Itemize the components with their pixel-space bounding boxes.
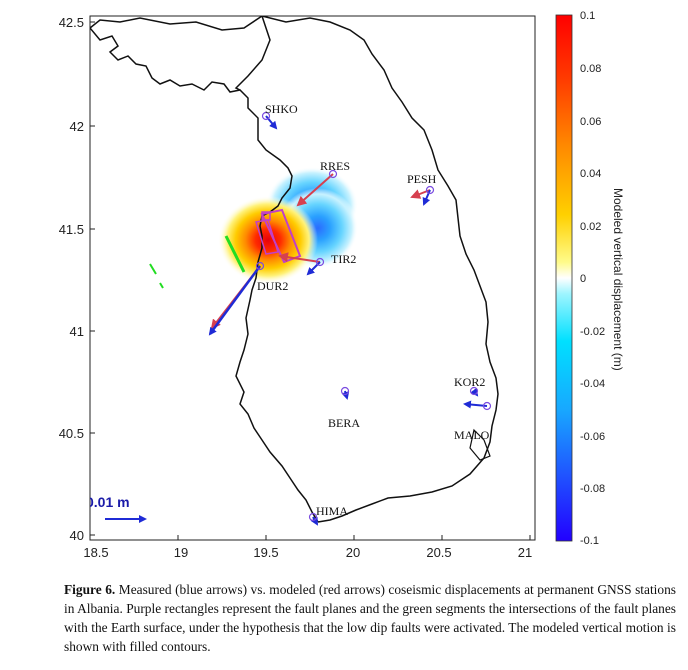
colorbar-tick-1: 0.08 [580, 63, 601, 75]
colorbar-label: Modeled vertical displacement (m) [611, 188, 625, 371]
colorbar-tick-3: 0.04 [580, 168, 601, 180]
colorbar: 0.1 0.08 0.06 0.04 0.02 0 -0.02 -0.04 -0… [555, 10, 625, 547]
caption-label: Figure 6. [64, 582, 116, 597]
station-label-tir2: TIR2 [331, 252, 356, 266]
station-marker-pesh [425, 185, 435, 195]
x-tick-1: 19 [174, 545, 188, 560]
colorbar-tick-4: 0.02 [580, 221, 601, 233]
station-label-bera: BERA [328, 416, 360, 430]
measured-arrow-shko [265, 115, 278, 130]
x-axis: 18.5 19 19.5 20 20.5 21 [83, 535, 532, 560]
colorbar-tick-6: -0.02 [580, 326, 605, 338]
colorbar-tick-5: 0 [580, 273, 586, 285]
x-tick-4: 20.5 [426, 545, 451, 560]
lake-outline [469, 428, 491, 461]
measured-arrow-dur2 [208, 265, 262, 336]
station-marker-bera [340, 386, 350, 396]
colorbar-tick-7: -0.04 [580, 378, 605, 390]
y-tick-4: 40.5 [59, 426, 84, 441]
colorbar-tick-2: 0.06 [580, 116, 601, 128]
x-tick-2: 19.5 [253, 545, 278, 560]
station-label-pesh: PESH [407, 172, 437, 186]
colorbar-gradient [555, 14, 573, 542]
scale-label: 0.01 m [86, 494, 130, 510]
colorbar-tick-9: -0.08 [580, 483, 605, 495]
x-tick-5: 21 [518, 545, 532, 560]
colorbar-tick-8: -0.06 [580, 431, 605, 443]
surface-trace-2 [149, 263, 157, 275]
station-label-hima: HIMA [316, 504, 348, 518]
map-figure: SHKO RRES PESH TIR2 DUR2 KOR2 MALO BERA … [59, 10, 625, 560]
surface-trace-1 [224, 235, 246, 273]
measured-arrow-pesh [422, 189, 431, 206]
colorbar-tick-0: 0.1 [580, 10, 595, 22]
y-axis: 42.5 42 41.5 41 40.5 40 [59, 15, 95, 543]
positive-displacement-lobe [218, 196, 318, 284]
station-marker-malo [482, 401, 492, 411]
measured-arrow-kor2 [470, 387, 479, 397]
y-tick-1: 42 [70, 119, 84, 134]
station-label-shko: SHKO [265, 102, 298, 116]
station-marker-dur2 [255, 261, 265, 271]
station-label-rres: RRES [320, 159, 350, 173]
caption-text: Measured (blue arrows) vs. modeled (red … [64, 582, 676, 654]
y-tick-2: 41.5 [59, 222, 84, 237]
measured-arrow-tir2 [306, 261, 321, 276]
station-marker-kor2 [469, 386, 479, 396]
surface-trace-3 [159, 282, 164, 289]
x-tick-3: 20 [346, 545, 360, 560]
station-marker-rres [328, 169, 338, 179]
albania-coastline [90, 27, 319, 523]
figure: SHKO RRES PESH TIR2 DUR2 KOR2 MALO BERA … [59, 10, 625, 560]
station-label-malo: MALO [454, 428, 490, 442]
station-label-kor2: KOR2 [454, 375, 485, 389]
station-marker-hima [308, 512, 318, 522]
y-tick-5: 40 [70, 528, 84, 543]
fault-plane-3 [261, 211, 271, 221]
station-markers [255, 111, 492, 522]
y-tick-0: 42.5 [59, 15, 84, 30]
figure-caption: Figure 6. Measured (blue arrows) vs. mod… [64, 580, 676, 656]
x-tick-0: 18.5 [83, 545, 108, 560]
station-marker-tir2 [315, 257, 325, 267]
albania-border [90, 16, 499, 523]
station-marker-shko [261, 111, 271, 121]
station-label-dur2: DUR2 [257, 279, 288, 293]
modeled-arrow-tir2 [278, 252, 321, 263]
modeled-arrow-rres [296, 173, 334, 207]
plot-frame [89, 15, 536, 541]
colorbar-tick-10: -0.1 [580, 535, 599, 547]
y-tick-3: 41 [70, 324, 84, 339]
